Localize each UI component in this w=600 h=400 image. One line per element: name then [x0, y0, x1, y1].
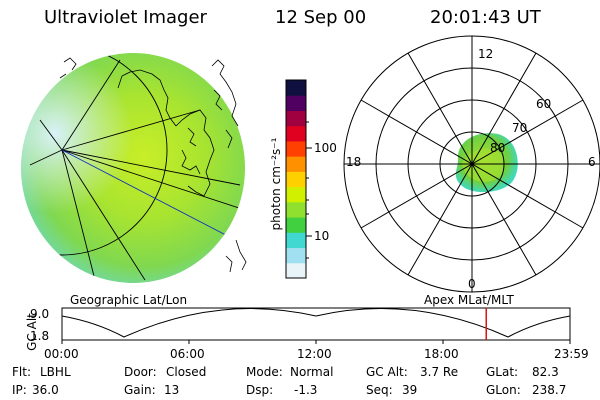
colorbar-swatch [286, 171, 306, 188]
instrument-title: Ultraviolet Imager [44, 7, 207, 28]
colorbar-tick-100: 100 [314, 141, 337, 155]
seq-label: Seq: [366, 383, 393, 397]
mlat-label-60: 60 [536, 97, 552, 111]
dsp-value: -1.3 [294, 383, 318, 397]
glat-value: 82.3 [532, 365, 559, 379]
flt-value: LBHL [40, 365, 71, 379]
colorbar-swatch [286, 186, 306, 203]
mode-value: Normal [290, 365, 334, 379]
colorbar-swatch [286, 125, 306, 142]
orbit-ytick-max: 9.0 [30, 307, 50, 321]
glon-value: 238.7 [532, 383, 567, 397]
orbit-xtick-0600: 06:00 [170, 347, 205, 361]
orbit-plot-frame [61, 307, 571, 341]
image-date: 12 Sep 00 [275, 7, 367, 28]
apex-label: Apex MLat/MLT [424, 293, 514, 307]
mlt-label-12: 12 [478, 47, 494, 61]
gain-value: 13 [164, 383, 180, 397]
mlt-label-18: 18 [346, 155, 362, 169]
seq-value: 39 [402, 383, 418, 397]
polar-grid [343, 35, 600, 293]
colorbar-swatch [286, 247, 306, 264]
gcalt-value: 3.7 Re [420, 365, 459, 379]
colorbar-swatch [286, 232, 306, 249]
colorbar-swatch [286, 156, 306, 172]
mlt-label-0: 0 [468, 277, 476, 291]
ip-label: IP: [12, 383, 27, 397]
orbit-xtick-2359: 23:59 [554, 347, 589, 361]
colorbar-swatch [286, 95, 306, 111]
door-value: Closed [166, 365, 207, 379]
mode-label: Mode: [246, 365, 283, 379]
polar-auroral-oval [455, 133, 518, 193]
dsp-label: Dsp: [246, 383, 274, 397]
colorbar-swatch [286, 201, 306, 218]
geo-coastlines [59, 57, 247, 273]
orbit-xtick-1200: 12:00 [297, 347, 332, 361]
image-time: 20:01:43 UT [430, 7, 541, 28]
gain-label: Gain: [124, 383, 156, 397]
mlat-label-70: 70 [512, 121, 528, 135]
mlat-label-80: 80 [490, 141, 506, 155]
colorbar-frame [285, 79, 307, 279]
orbit-xtick-0000: 00:00 [44, 347, 79, 361]
orbit-ytick-min: 1.8 [30, 329, 50, 343]
door-label: Door: [124, 365, 157, 379]
orbit-xtick-1800: 18:00 [424, 347, 459, 361]
glon-label: GLon: [486, 383, 521, 397]
orbit-x-ticks [61, 340, 571, 344]
glat-label: GLat: [486, 365, 519, 379]
geo-grid-lines [21, 53, 245, 283]
colorbar-swatch [286, 140, 306, 157]
colorbar-swatch [286, 110, 306, 127]
geo-image-disk [21, 53, 245, 283]
ip-value: 36.0 [32, 383, 59, 397]
gcalt-label: GC Alt: [366, 365, 408, 379]
geographic-label: Geographic Lat/Lon [70, 293, 188, 307]
colorbar-swatch [286, 80, 306, 96]
colorbar-swatches [286, 80, 306, 279]
colorbar-ticks [306, 121, 312, 259]
colorbar-swatch [286, 262, 306, 279]
orbit-altitude-curve [61, 308, 571, 338]
colorbar-swatch [286, 217, 306, 233]
colorbar-tick-10: 10 [314, 229, 330, 243]
flt-label: Flt: [12, 365, 31, 379]
mlt-label-6: 6 [588, 155, 596, 169]
